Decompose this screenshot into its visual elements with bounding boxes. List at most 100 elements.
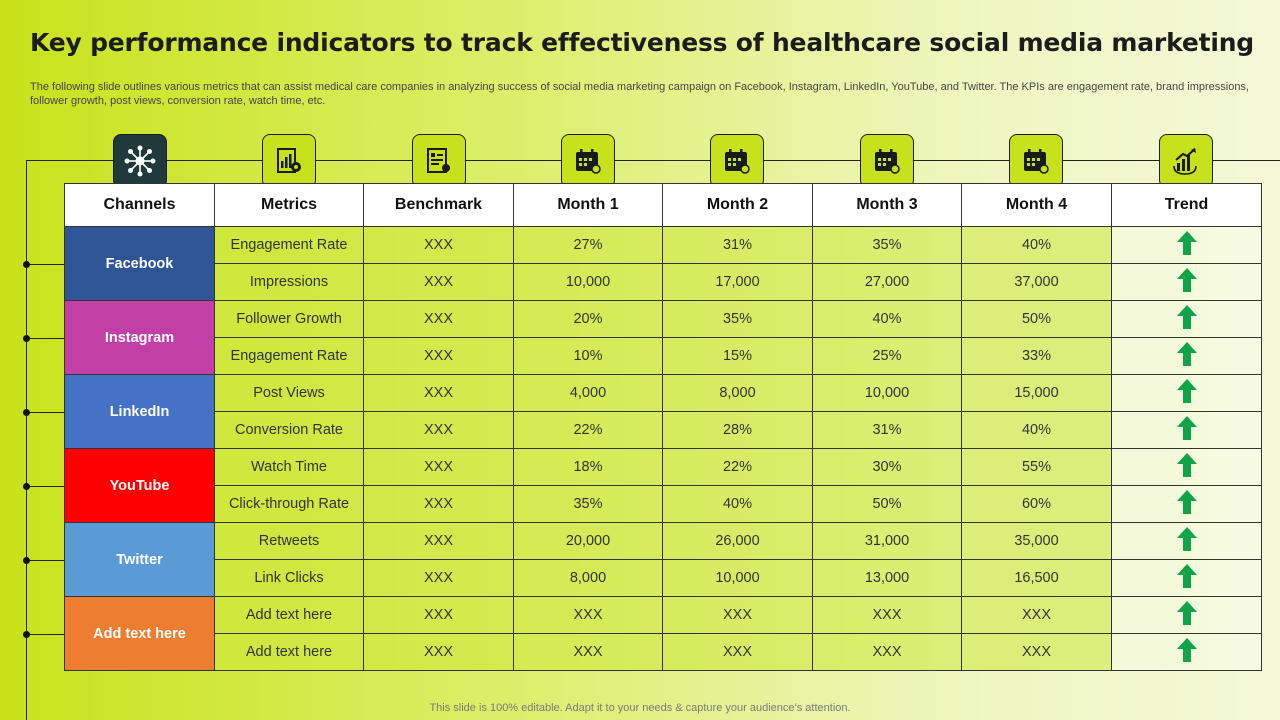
month-1-cell: 22%: [513, 411, 663, 449]
metric-cell: Link Clicks: [214, 559, 364, 597]
month-4-cell: 55%: [961, 448, 1112, 486]
header-benchmark: Benchmark: [363, 183, 514, 227]
month-4-cell: 35,000: [961, 522, 1112, 560]
network-hub-icon: [113, 134, 167, 188]
month-4-cell: 15,000: [961, 374, 1112, 412]
month-1-cell: 18%: [513, 448, 663, 486]
table-row: Facebook Engagement Rate XXX 27% 31% 35% 40%: [64, 226, 1262, 301]
row-connector-line: [26, 338, 64, 339]
trend-cell: [1111, 559, 1262, 597]
month-4-cell: 50%: [961, 300, 1112, 338]
header-metrics: Metrics: [214, 183, 364, 227]
metric-cell: Retweets: [214, 522, 364, 560]
table-header-row: Channels Metrics Benchmark Month 1 Month…: [64, 183, 1262, 227]
trend-cell: [1111, 337, 1262, 375]
benchmark-cell: XXX: [363, 596, 514, 634]
report-gear-icon: [262, 134, 316, 188]
header-month-2: Month 2: [662, 183, 813, 227]
metric-cell: Conversion Rate: [214, 411, 364, 449]
month-1-cell: 20,000: [513, 522, 663, 560]
certificate-icon: [412, 134, 466, 188]
metric-cell: Add text here: [214, 633, 364, 671]
table-row: Add text here XXX XXX XXX XXX XXX: [65, 633, 1262, 671]
trend-cell: [1111, 633, 1262, 671]
benchmark-cell: XXX: [363, 300, 514, 338]
trend-up-arrow-icon: [1176, 341, 1198, 371]
month-1-cell: 10%: [513, 337, 663, 375]
month-3-cell: 35%: [812, 226, 962, 264]
benchmark-cell: XXX: [363, 374, 514, 412]
connector-dot: [23, 631, 30, 638]
month-3-cell: 31%: [812, 411, 962, 449]
metric-cell: Engagement Rate: [214, 337, 364, 375]
trend-cell: [1111, 226, 1262, 264]
month-1-cell: 27%: [513, 226, 663, 264]
trend-cell: [1111, 374, 1262, 412]
month-3-cell: 27,000: [812, 263, 962, 301]
table-row: YouTube Watch Time XXX 18% 22% 30% 55%: [64, 448, 1262, 523]
metric-cell: Follower Growth: [214, 300, 364, 338]
header-month-3: Month 3: [812, 183, 962, 227]
month-1-cell: XXX: [513, 596, 663, 634]
channel-cell: LinkedIn: [64, 374, 215, 449]
month-2-cell: 40%: [662, 485, 813, 523]
metric-cell: Click-through Rate: [214, 485, 364, 523]
trend-up-arrow-icon: [1176, 526, 1198, 556]
channel-cell: Twitter: [64, 522, 215, 597]
month-2-cell: 31%: [662, 226, 813, 264]
row-connector-line: [26, 486, 64, 487]
slide-title: Key performance indicators to track effe…: [30, 28, 1254, 57]
month-4-cell: 40%: [961, 226, 1112, 264]
trend-up-arrow-icon: [1176, 378, 1198, 408]
month-3-cell: XXX: [812, 633, 962, 671]
table-row: Twitter Retweets XXX 20,000 26,000 31,000 35,0…: [64, 522, 1262, 597]
channel-cell: Add text here: [64, 596, 215, 671]
trend-up-arrow-icon: [1176, 452, 1198, 482]
channel-cell: Facebook: [64, 226, 215, 301]
header-month-1: Month 1: [513, 183, 663, 227]
trend-up-arrow-icon: [1176, 230, 1198, 260]
trend-up-arrow-icon: [1176, 267, 1198, 297]
benchmark-cell: XXX: [363, 337, 514, 375]
benchmark-cell: XXX: [363, 633, 514, 671]
table-row: Click-through Rate XXX 35% 40% 50% 60%: [65, 485, 1262, 523]
table-row: Engagement Rate XXX 10% 15% 25% 33%: [65, 337, 1262, 375]
metric-cell: Add text here: [214, 596, 364, 634]
month-2-cell: 8,000: [662, 374, 813, 412]
month-2-cell: XXX: [662, 633, 813, 671]
table-row: LinkedIn Post Views XXX 4,000 8,000 10,000 15,…: [64, 374, 1262, 449]
month-3-cell: 40%: [812, 300, 962, 338]
trend-up-arrow-icon: [1176, 304, 1198, 334]
kpi-table: Channels Metrics Benchmark Month 1 Month…: [64, 183, 1262, 671]
trend-cell: [1111, 411, 1262, 449]
header-month-4: Month 4: [961, 183, 1112, 227]
header-channels: Channels: [64, 183, 215, 227]
month-3-cell: 13,000: [812, 559, 962, 597]
benchmark-cell: XXX: [363, 559, 514, 597]
month-2-cell: 10,000: [662, 559, 813, 597]
row-connector-line: [26, 560, 64, 561]
trend-cell: [1111, 448, 1262, 486]
channel-cell: YouTube: [64, 448, 215, 523]
table-row: Conversion Rate XXX 22% 28% 31% 40%: [65, 411, 1262, 449]
trend-up-arrow-icon: [1176, 637, 1198, 667]
benchmark-cell: XXX: [363, 226, 514, 264]
month-3-cell: 50%: [812, 485, 962, 523]
table-row: Impressions XXX 10,000 17,000 27,000 37,000: [65, 263, 1262, 301]
table-row: Instagram Follower Growth XXX 20% 35% 40% 50%: [64, 300, 1262, 375]
calendar-icon: [710, 134, 764, 188]
metric-cell: Impressions: [214, 263, 364, 301]
month-4-cell: 16,500: [961, 559, 1112, 597]
trend-cell: [1111, 522, 1262, 560]
month-1-cell: 35%: [513, 485, 663, 523]
row-connector-line: [26, 634, 64, 635]
month-2-cell: 15%: [662, 337, 813, 375]
month-2-cell: 35%: [662, 300, 813, 338]
trend-cell: [1111, 596, 1262, 634]
month-4-cell: 40%: [961, 411, 1112, 449]
month-3-cell: XXX: [812, 596, 962, 634]
connector-dot: [23, 335, 30, 342]
metric-cell: Watch Time: [214, 448, 364, 486]
trend-up-arrow-icon: [1176, 489, 1198, 519]
benchmark-cell: XXX: [363, 411, 514, 449]
